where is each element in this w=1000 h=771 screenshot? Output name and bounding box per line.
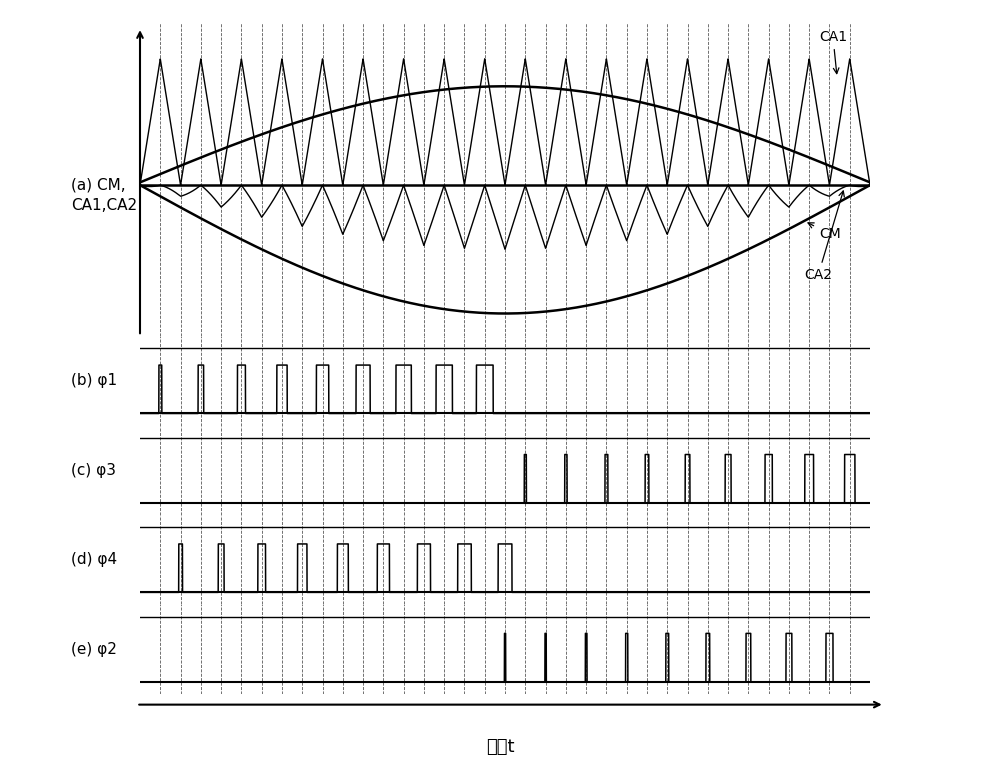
Text: CM: CM — [808, 223, 841, 241]
Text: (d) φ4: (d) φ4 — [71, 552, 117, 567]
Text: CA2: CA2 — [804, 191, 844, 281]
Text: (c) φ3: (c) φ3 — [71, 463, 116, 478]
Text: (a) CM,
CA1,CA2: (a) CM, CA1,CA2 — [71, 178, 137, 213]
Text: 时间t: 时间t — [486, 738, 514, 756]
Text: (e) φ2: (e) φ2 — [71, 641, 117, 657]
Text: (b) φ1: (b) φ1 — [71, 373, 117, 389]
Text: CA1: CA1 — [819, 30, 847, 73]
